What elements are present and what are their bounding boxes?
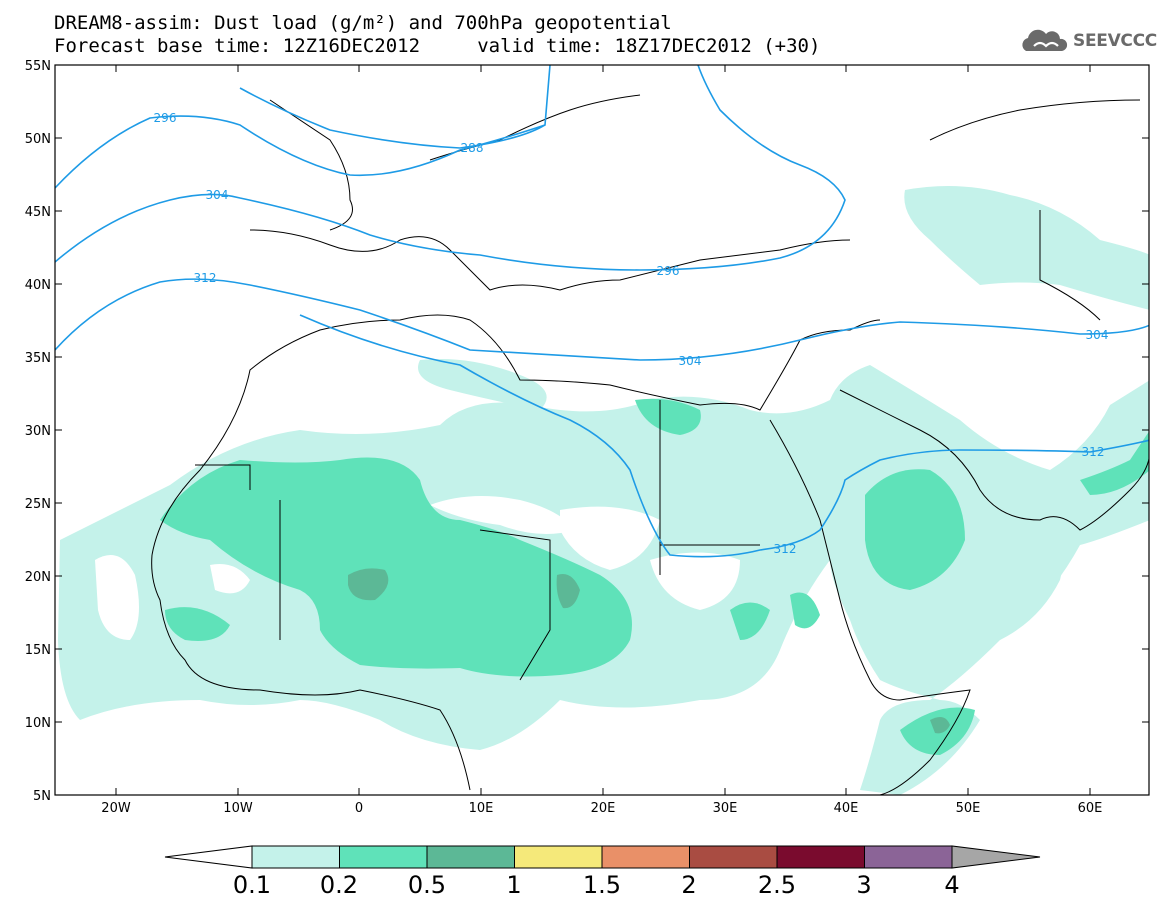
lat-tick-label: 10N — [25, 716, 51, 731]
map-title: DREAM8-assim: Dust load (g/m²) and 700hP… — [54, 12, 672, 34]
colorbar-label: 1.5 — [583, 871, 621, 899]
lat-tick-label: 50N — [25, 132, 51, 147]
contour-label: 304 — [679, 354, 702, 368]
lat-tick-label: 35N — [25, 351, 51, 366]
colorbar-label: 0.5 — [408, 871, 446, 899]
colorbar-label: 0.2 — [320, 871, 358, 899]
lon-tick-label: 30E — [713, 801, 738, 816]
lat-tick-label: 40N — [25, 278, 51, 293]
lon-tick-label: 0 — [355, 801, 363, 816]
colorbar: 0.1 0.2 0.5 1 1.5 2 2.5 3 4 — [164, 845, 1041, 899]
contour-label: 312 — [194, 271, 217, 285]
colorbar-low-arrow — [164, 845, 253, 869]
lat-tick-label: 5N — [33, 789, 51, 804]
lon-tick-label: 40E — [834, 801, 859, 816]
colorbar-box — [601, 845, 690, 869]
lon-tick-label: 20W — [101, 801, 131, 816]
lon-tick-label: 50E — [956, 801, 981, 816]
contour-label: 312 — [774, 542, 797, 556]
colorbar-box — [864, 845, 953, 869]
contour-labels: 296 288 304 312 296 304 304 312 312 — [154, 111, 1109, 556]
lat-tick-label: 15N — [25, 643, 51, 658]
latitude-labels: 55N 50N 45N 40N 35N 30N 25N 20N 15N 10N … — [25, 59, 51, 804]
colorbar-box — [689, 845, 778, 869]
seevccc-logo: SEEVCCC — [1018, 27, 1157, 55]
colorbar-label: 1 — [506, 871, 521, 899]
map-subtitle: Forecast base time: 12Z16DEC2012 valid t… — [54, 35, 821, 57]
dust-field — [58, 186, 1149, 795]
colorbar-label: 0.1 — [233, 871, 271, 899]
colorbar-label: 4 — [944, 871, 959, 899]
colorbar-box — [339, 845, 428, 869]
contour-label: 312 — [1082, 445, 1105, 459]
lat-tick-label: 25N — [25, 497, 51, 512]
lat-tick-label: 20N — [25, 570, 51, 585]
lat-tick-label: 55N — [25, 59, 51, 74]
colorbar-label: 2.5 — [758, 871, 796, 899]
colorbar-label: 2 — [681, 871, 696, 899]
contour-label: 296 — [657, 264, 680, 278]
colorbar-labels: 0.1 0.2 0.5 1 1.5 2 2.5 3 4 — [233, 871, 960, 899]
dust-gaps — [95, 496, 740, 640]
axis-ticks — [55, 65, 1149, 795]
contour-label: 296 — [154, 111, 177, 125]
geopotential-contours — [55, 65, 1149, 558]
colorbar-box — [514, 845, 603, 869]
coastlines — [151, 94, 1149, 795]
longitude-labels: 20W 10W 0 10E 20E 30E 40E 50E 60E — [101, 801, 1102, 816]
dust-level-mid — [160, 398, 1149, 755]
lat-tick-label: 45N — [25, 205, 51, 220]
lat-tick-label: 30N — [25, 424, 51, 439]
contour-label: 288 — [461, 141, 484, 155]
colorbar-high-arrow — [951, 845, 1041, 869]
contour-label: 304 — [1086, 328, 1109, 342]
colorbar-box — [776, 845, 865, 869]
cloud-logo-icon — [1022, 29, 1068, 51]
lon-tick-label: 10E — [469, 801, 494, 816]
dust-level-high — [348, 568, 950, 734]
colorbar-box — [426, 845, 515, 869]
colorbar-boxes — [251, 845, 953, 869]
lon-tick-label: 20E — [591, 801, 616, 816]
lon-tick-label: 60E — [1078, 801, 1103, 816]
colorbar-label: 3 — [856, 871, 871, 899]
lon-tick-label: 10W — [223, 801, 253, 816]
contour-label: 304 — [206, 188, 229, 202]
colorbar-box — [251, 845, 340, 869]
logo-text: SEEVCCC — [1073, 31, 1157, 51]
